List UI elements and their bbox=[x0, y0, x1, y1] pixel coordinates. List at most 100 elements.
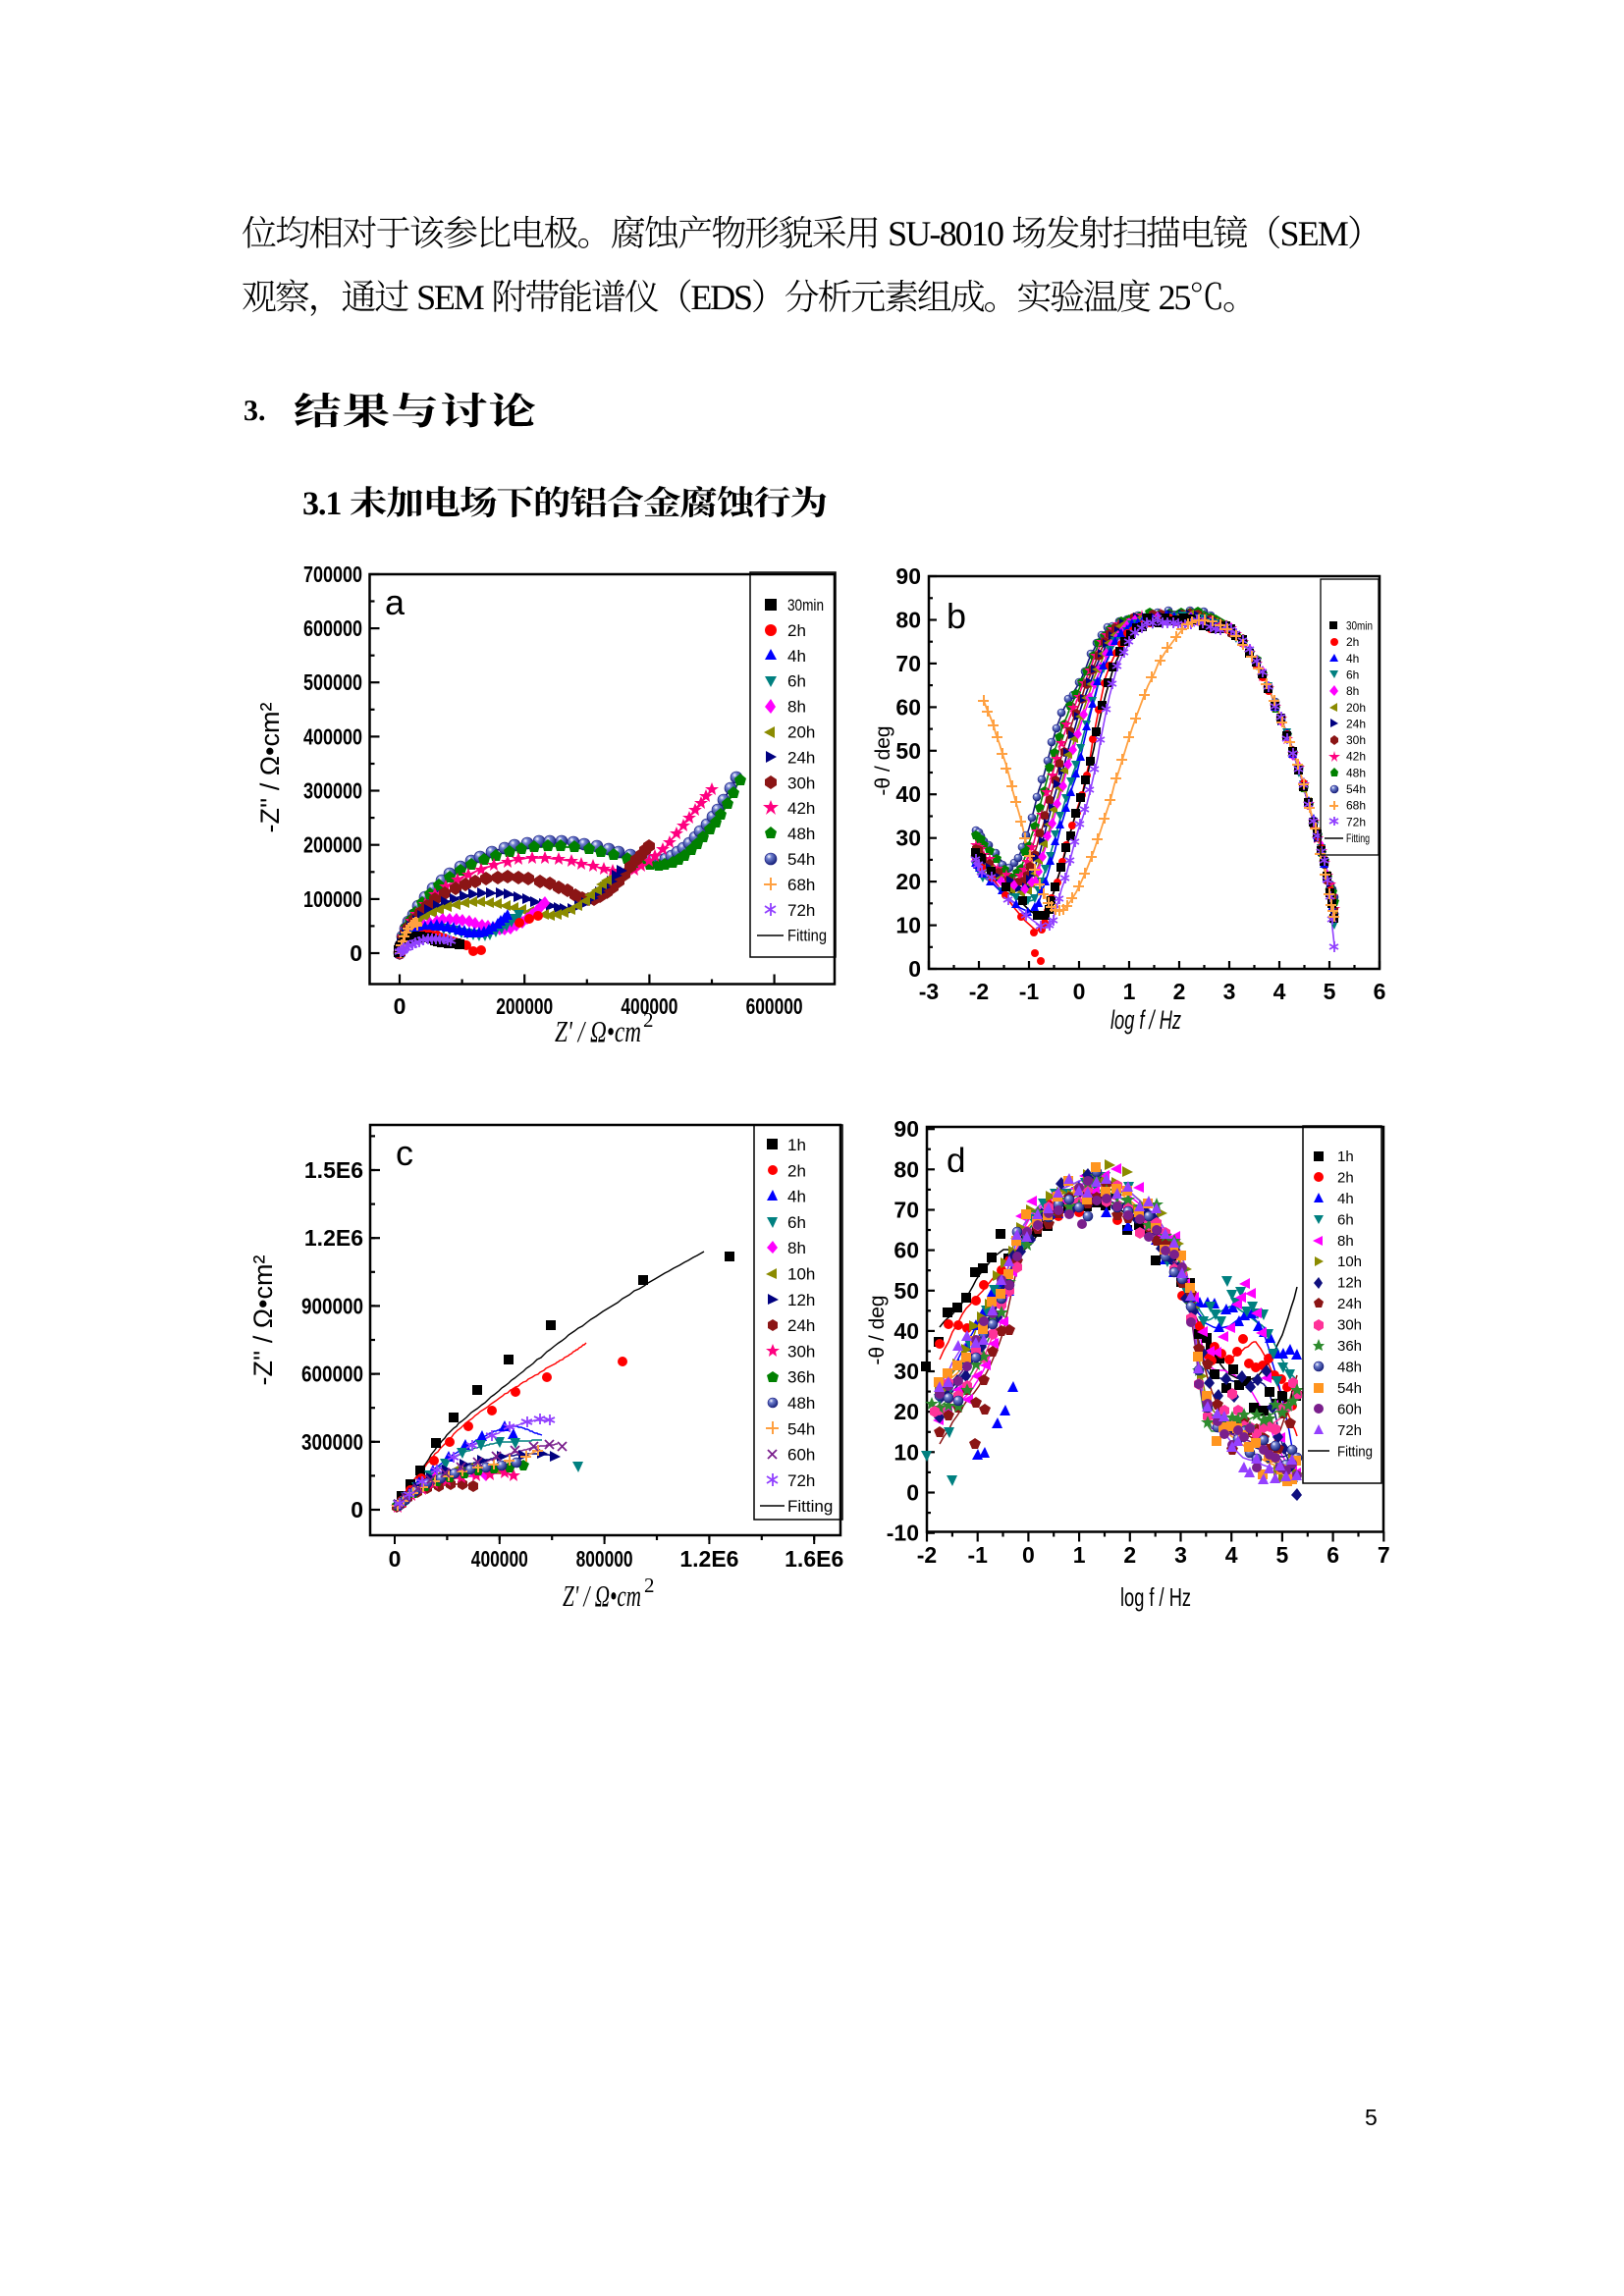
svg-text:Fitting: Fitting bbox=[1337, 1443, 1373, 1460]
svg-text:400000: 400000 bbox=[471, 1546, 528, 1572]
svg-text:36h: 36h bbox=[787, 1368, 815, 1387]
svg-text:Fitting: Fitting bbox=[787, 927, 827, 945]
svg-text:30h: 30h bbox=[787, 1342, 815, 1361]
svg-text:300000: 300000 bbox=[303, 778, 362, 804]
svg-text:3: 3 bbox=[1223, 979, 1236, 1004]
svg-text:2: 2 bbox=[644, 1574, 655, 1597]
svg-text:20h: 20h bbox=[787, 723, 815, 742]
svg-text:600000: 600000 bbox=[301, 1362, 363, 1387]
svg-text:54h: 54h bbox=[1346, 782, 1366, 796]
svg-text:d: d bbox=[947, 1142, 965, 1180]
svg-text:48h: 48h bbox=[787, 825, 815, 843]
svg-text:60h: 60h bbox=[1337, 1401, 1362, 1417]
svg-text:b: b bbox=[947, 596, 966, 636]
svg-text:-3: -3 bbox=[919, 979, 939, 1004]
svg-text:0: 0 bbox=[1073, 979, 1086, 1004]
svg-text:24h: 24h bbox=[787, 748, 815, 767]
svg-text:40: 40 bbox=[895, 781, 921, 807]
svg-text:42h: 42h bbox=[1346, 750, 1366, 764]
svg-text:30h: 30h bbox=[787, 774, 815, 792]
svg-text:50: 50 bbox=[895, 738, 921, 764]
svg-text:72h: 72h bbox=[1346, 815, 1366, 828]
svg-text:4h: 4h bbox=[1346, 652, 1359, 666]
svg-text:Z' / Ω•cm: Z' / Ω•cm bbox=[555, 1014, 641, 1048]
svg-text:5: 5 bbox=[1276, 1542, 1289, 1568]
svg-text:8h: 8h bbox=[1337, 1233, 1354, 1250]
svg-text:-Z'' / Ω•cm²: -Z'' / Ω•cm² bbox=[248, 1255, 278, 1386]
svg-text:20h: 20h bbox=[1346, 701, 1366, 715]
svg-text:54h: 54h bbox=[1337, 1380, 1362, 1397]
svg-text:600000: 600000 bbox=[746, 993, 803, 1019]
svg-text:3: 3 bbox=[1174, 1542, 1187, 1568]
svg-text:60: 60 bbox=[895, 694, 921, 720]
svg-text:80: 80 bbox=[893, 1156, 919, 1182]
svg-text:10: 10 bbox=[893, 1439, 919, 1465]
svg-text:0: 0 bbox=[1022, 1542, 1035, 1568]
svg-text:48h: 48h bbox=[1337, 1360, 1362, 1376]
svg-text:4h: 4h bbox=[1337, 1191, 1354, 1207]
svg-text:6: 6 bbox=[1374, 979, 1386, 1004]
svg-text:54h: 54h bbox=[787, 850, 815, 869]
svg-text:6h: 6h bbox=[1346, 668, 1359, 682]
svg-text:60h: 60h bbox=[787, 1446, 815, 1465]
svg-text:700000: 700000 bbox=[303, 561, 362, 587]
svg-text:8h: 8h bbox=[787, 698, 806, 717]
svg-text:Z' / Ω•cm: Z' / Ω•cm bbox=[563, 1578, 641, 1613]
svg-text:80: 80 bbox=[895, 608, 921, 633]
svg-text:1h: 1h bbox=[787, 1136, 806, 1154]
svg-text:-1: -1 bbox=[1019, 979, 1040, 1004]
svg-text:-10: -10 bbox=[887, 1521, 919, 1546]
svg-text:0: 0 bbox=[389, 1546, 402, 1572]
svg-text:2: 2 bbox=[1123, 1542, 1136, 1568]
svg-text:90: 90 bbox=[895, 563, 921, 589]
svg-text:2h: 2h bbox=[787, 1161, 806, 1180]
svg-text:8h: 8h bbox=[787, 1239, 806, 1257]
svg-text:900000: 900000 bbox=[301, 1293, 363, 1318]
svg-text:5: 5 bbox=[1365, 2105, 1378, 2130]
svg-text:400000: 400000 bbox=[621, 993, 677, 1019]
svg-text:c: c bbox=[396, 1133, 413, 1173]
svg-text:72h: 72h bbox=[1337, 1422, 1362, 1439]
svg-text:5: 5 bbox=[1324, 979, 1336, 1004]
svg-text:70: 70 bbox=[893, 1198, 919, 1223]
svg-text:4h: 4h bbox=[787, 647, 806, 666]
svg-text:600000: 600000 bbox=[303, 615, 362, 641]
svg-text:1.2E6: 1.2E6 bbox=[679, 1546, 738, 1572]
svg-text:20: 20 bbox=[893, 1399, 919, 1424]
svg-text:48h: 48h bbox=[1346, 766, 1366, 779]
svg-text:70: 70 bbox=[895, 651, 921, 676]
svg-text:68h: 68h bbox=[1346, 799, 1366, 813]
svg-text:2: 2 bbox=[1173, 979, 1186, 1004]
svg-text:6: 6 bbox=[1326, 1542, 1339, 1568]
svg-text:Fitting: Fitting bbox=[787, 1497, 833, 1516]
svg-text:40: 40 bbox=[893, 1318, 919, 1344]
svg-text:12h: 12h bbox=[787, 1291, 815, 1309]
svg-text:0: 0 bbox=[350, 940, 362, 966]
svg-text:36h: 36h bbox=[1337, 1338, 1362, 1355]
svg-text:1.6E6: 1.6E6 bbox=[785, 1546, 843, 1572]
svg-text:90: 90 bbox=[893, 1116, 919, 1142]
svg-text:10h: 10h bbox=[787, 1265, 815, 1284]
svg-text:54h: 54h bbox=[787, 1419, 815, 1438]
svg-text:6h: 6h bbox=[1337, 1211, 1354, 1228]
svg-text:60: 60 bbox=[893, 1238, 919, 1263]
svg-text:30h: 30h bbox=[1337, 1317, 1362, 1334]
svg-text:300000: 300000 bbox=[301, 1429, 363, 1455]
svg-text:100000: 100000 bbox=[303, 886, 362, 912]
svg-text:200000: 200000 bbox=[303, 832, 362, 858]
svg-text:10h: 10h bbox=[1337, 1254, 1362, 1270]
svg-text:0: 0 bbox=[394, 993, 406, 1019]
svg-text:-θ / deg: -θ / deg bbox=[872, 725, 894, 795]
svg-text:10: 10 bbox=[895, 913, 921, 938]
svg-text:0: 0 bbox=[906, 1480, 919, 1506]
svg-text:2h: 2h bbox=[1346, 635, 1359, 649]
svg-text:30min: 30min bbox=[1346, 619, 1373, 633]
svg-text:1h: 1h bbox=[1337, 1148, 1354, 1165]
svg-text:-2: -2 bbox=[917, 1542, 937, 1568]
svg-text:6h: 6h bbox=[787, 1213, 806, 1232]
svg-text:800000: 800000 bbox=[576, 1546, 633, 1572]
svg-text:2h: 2h bbox=[1337, 1170, 1354, 1187]
svg-text:1.5E6: 1.5E6 bbox=[304, 1157, 363, 1183]
svg-text:a: a bbox=[385, 582, 406, 622]
svg-text:68h: 68h bbox=[787, 876, 815, 894]
